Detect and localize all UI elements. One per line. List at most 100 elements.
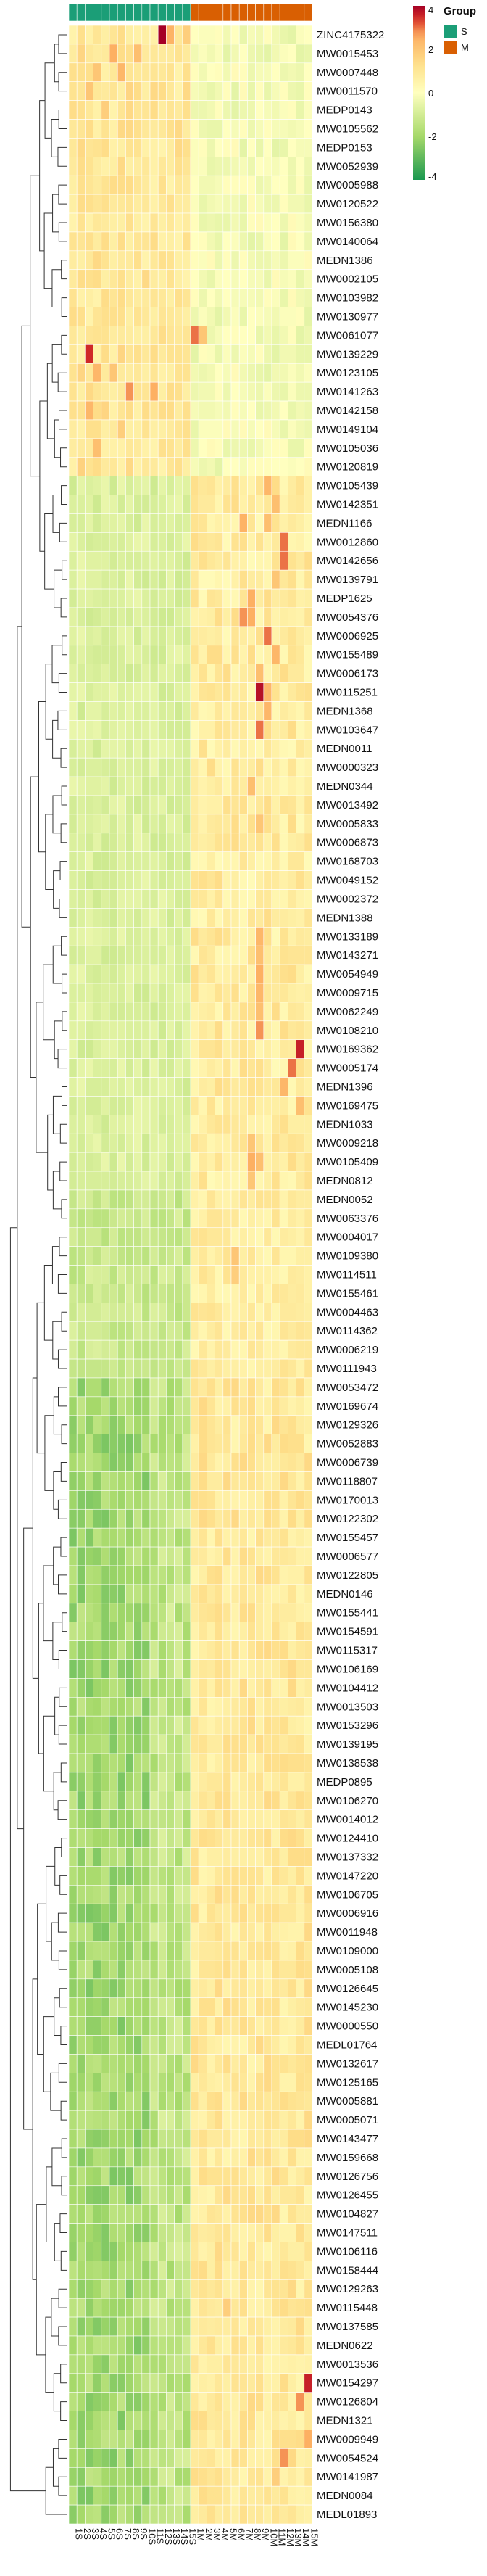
heatmap-cell bbox=[207, 250, 215, 271]
heatmap-cell bbox=[85, 870, 93, 890]
row-label: MW0063376 bbox=[317, 1213, 378, 1225]
heatmap-cell bbox=[93, 2430, 102, 2449]
heatmap-cell bbox=[215, 119, 224, 139]
heatmap-cell bbox=[133, 588, 143, 608]
heatmap-cell bbox=[271, 288, 280, 307]
heatmap-cell bbox=[279, 1133, 288, 1153]
heatmap-cell bbox=[141, 1265, 151, 1284]
heatmap-cell bbox=[296, 964, 305, 984]
heatmap-cell bbox=[76, 2073, 86, 2092]
heatmap-cell bbox=[125, 81, 134, 101]
row-label: MW0143477 bbox=[317, 2133, 378, 2145]
heatmap-cell bbox=[198, 1115, 207, 1134]
heatmap-cell bbox=[230, 326, 240, 345]
heatmap-cell bbox=[133, 908, 143, 928]
heatmap-cell bbox=[247, 2035, 256, 2055]
heatmap-cell bbox=[230, 1284, 240, 1303]
heatmap-cell bbox=[207, 1866, 215, 1886]
heatmap-cell bbox=[68, 1321, 78, 1341]
heatmap-cell bbox=[101, 457, 110, 476]
heatmap-cell bbox=[190, 2035, 199, 2055]
heatmap-cell bbox=[93, 1659, 102, 1679]
heatmap-cell bbox=[207, 2430, 215, 2449]
heatmap-cell bbox=[109, 513, 118, 533]
heatmap-cell bbox=[263, 1415, 272, 1434]
heatmap-cell bbox=[271, 1978, 280, 1999]
heatmap-cell bbox=[68, 2261, 78, 2280]
heatmap-cell bbox=[133, 1227, 143, 1247]
heatmap-cell bbox=[76, 2298, 86, 2318]
heatmap-cell bbox=[93, 457, 102, 476]
heatmap-cell bbox=[85, 1603, 93, 1622]
heatmap-cell bbox=[93, 2504, 102, 2525]
heatmap-cell bbox=[288, 119, 296, 139]
heatmap-cell bbox=[230, 2016, 240, 2036]
heatmap-cell bbox=[207, 1152, 215, 1172]
heatmap-cell bbox=[247, 2091, 256, 2111]
heatmap-cell bbox=[182, 1565, 191, 1585]
heatmap-cell bbox=[198, 2016, 207, 2036]
heatmap-cell bbox=[174, 2430, 183, 2449]
heatmap-cell bbox=[263, 1471, 272, 1491]
heatmap-cell bbox=[85, 1152, 93, 1172]
heatmap-cell bbox=[85, 2316, 93, 2337]
heatmap-cell bbox=[238, 457, 248, 476]
heatmap-cell bbox=[238, 1941, 248, 1961]
heatmap-cell bbox=[68, 795, 78, 815]
heatmap-cell bbox=[207, 1603, 215, 1622]
row-label: MEDN1166 bbox=[317, 517, 372, 529]
heatmap-cell bbox=[198, 2279, 207, 2299]
heatmap-cell bbox=[68, 457, 78, 476]
heatmap-cell bbox=[215, 1453, 224, 1472]
heatmap-cell bbox=[238, 1584, 248, 1604]
heatmap-cell bbox=[279, 1715, 288, 1735]
heatmap-cell bbox=[263, 2147, 272, 2168]
heatmap-cell bbox=[222, 2242, 232, 2261]
heatmap-cell bbox=[238, 1885, 248, 1904]
heatmap-cell bbox=[117, 1527, 126, 1548]
heatmap-cell bbox=[93, 438, 102, 458]
heatmap-cell bbox=[109, 532, 118, 552]
heatmap-cell bbox=[207, 626, 215, 646]
heatmap-cell bbox=[215, 664, 224, 683]
row-label: MW0103647 bbox=[317, 724, 378, 736]
heatmap-cell bbox=[133, 2261, 143, 2280]
heatmap-cell bbox=[117, 2261, 126, 2280]
heatmap-cell bbox=[207, 2185, 215, 2205]
heatmap-cell bbox=[166, 1978, 175, 1999]
heatmap-cell bbox=[85, 2279, 93, 2299]
heatmap-cell bbox=[279, 2392, 288, 2411]
column-label: 2M bbox=[204, 2528, 215, 2541]
heatmap-cell bbox=[76, 194, 86, 214]
heatmap-cell bbox=[93, 1960, 102, 1980]
heatmap-cell bbox=[296, 44, 305, 64]
dendrogram-branch bbox=[52, 719, 62, 759]
heatmap-cell bbox=[149, 1603, 159, 1622]
heatmap-cell bbox=[230, 1339, 240, 1360]
heatmap-cell bbox=[198, 476, 207, 495]
heatmap-cell bbox=[101, 1453, 110, 1472]
heatmap-cell bbox=[109, 231, 118, 252]
heatmap-cell bbox=[101, 344, 110, 364]
dendrogram-branch bbox=[37, 1903, 46, 2055]
heatmap-cell bbox=[141, 1527, 151, 1548]
heatmap-cell bbox=[296, 2110, 305, 2130]
heatmap-cell bbox=[182, 175, 191, 195]
heatmap-cell bbox=[215, 983, 224, 1003]
heatmap-cell bbox=[247, 1284, 256, 1303]
heatmap-cell bbox=[238, 2466, 248, 2487]
heatmap-cell bbox=[101, 2261, 110, 2280]
heatmap-cell bbox=[279, 2166, 288, 2187]
heatmap-cell bbox=[85, 776, 93, 796]
heatmap-cell bbox=[166, 795, 175, 815]
heatmap-cell bbox=[85, 2073, 93, 2092]
heatmap-cell bbox=[125, 419, 134, 439]
heatmap-cell bbox=[288, 2448, 296, 2468]
heatmap-cell bbox=[85, 945, 93, 965]
heatmap-cell bbox=[263, 476, 272, 495]
heatmap-cell bbox=[166, 1546, 175, 1566]
heatmap-cell bbox=[101, 889, 110, 909]
heatmap-cell bbox=[198, 175, 207, 195]
heatmap-cell bbox=[207, 1096, 215, 1115]
